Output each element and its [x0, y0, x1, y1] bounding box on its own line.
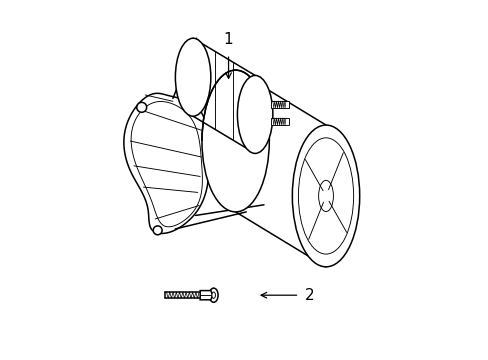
Polygon shape: [270, 101, 288, 108]
Ellipse shape: [211, 292, 215, 298]
Text: 1: 1: [224, 32, 233, 48]
Polygon shape: [123, 93, 208, 233]
Ellipse shape: [318, 180, 333, 212]
Ellipse shape: [175, 38, 210, 116]
Polygon shape: [270, 118, 288, 125]
Ellipse shape: [202, 70, 269, 212]
Ellipse shape: [137, 102, 146, 112]
Ellipse shape: [237, 76, 272, 153]
Ellipse shape: [153, 226, 162, 235]
Ellipse shape: [292, 125, 359, 267]
Ellipse shape: [209, 288, 218, 302]
Text: 2: 2: [305, 288, 314, 303]
Polygon shape: [131, 102, 202, 227]
Polygon shape: [200, 291, 212, 300]
